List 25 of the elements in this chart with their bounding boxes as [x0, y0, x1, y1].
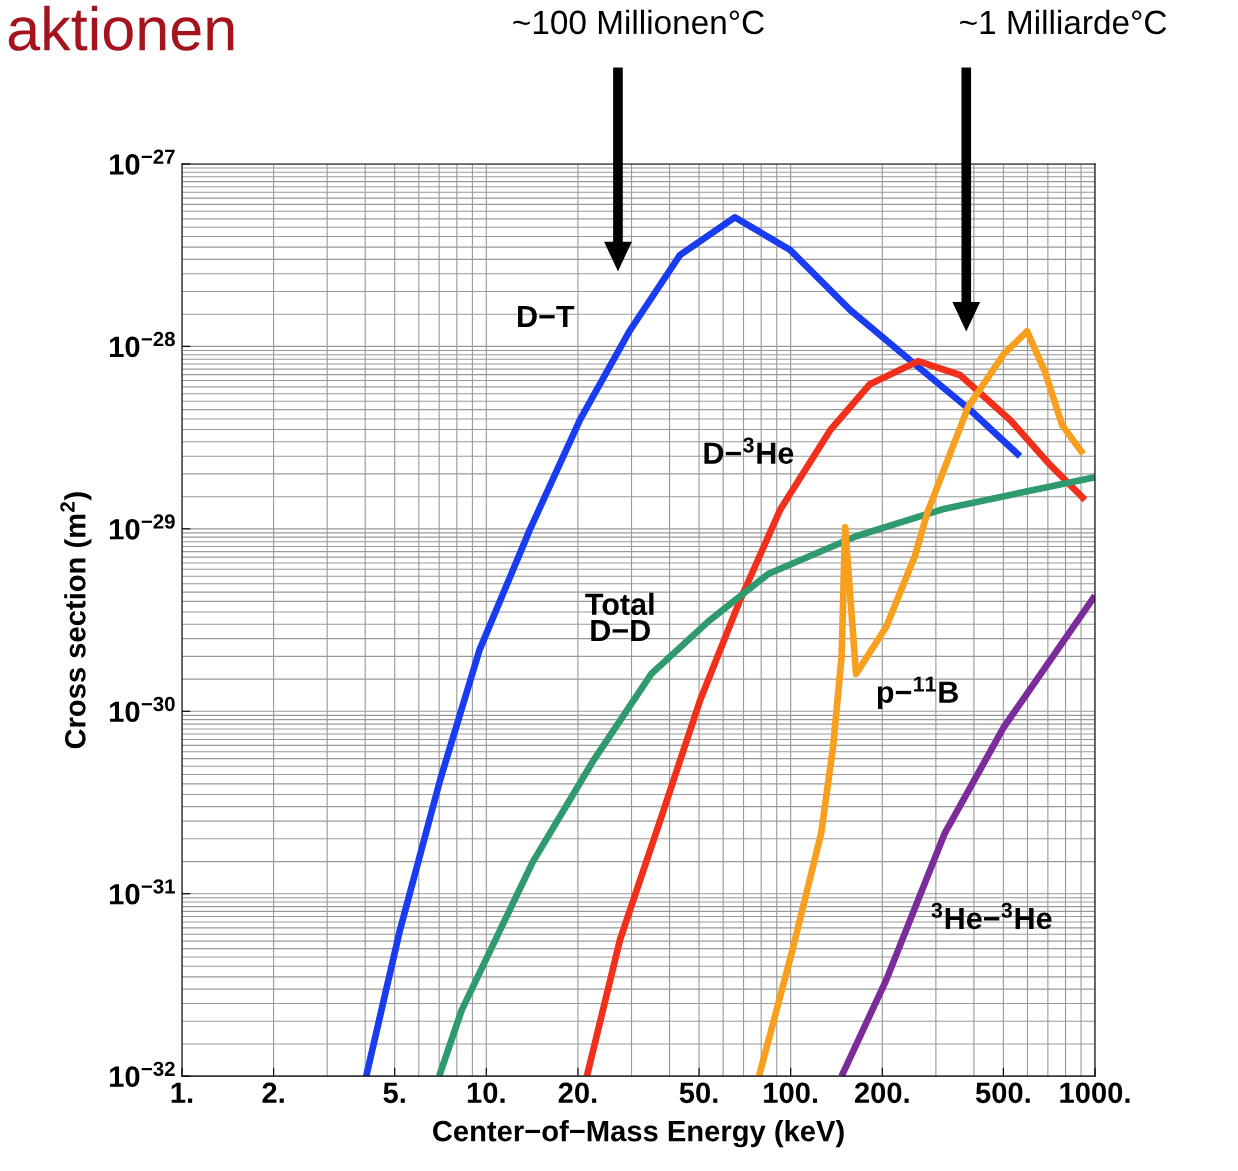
x-tick-label: 100. — [764, 1082, 818, 1104]
text: ~100 Millionen°C — [513, 9, 764, 35]
y-tick-label: 10$^{−31}$ — [110, 879, 175, 905]
y-tick-label: 10$^{−27}$ — [110, 149, 175, 175]
series-label: D−$^{3}$He — [704, 437, 794, 465]
x-axis-title: Center−of−Mass Energy (keV) — [433, 1120, 844, 1148]
text: ~1 Milliarde°C — [960, 9, 1167, 35]
series-label: $^{3}$He−$^{3}$He — [931, 902, 1052, 930]
x-tick-label: 1000. — [1060, 1082, 1130, 1104]
x-tick-label: 10. — [467, 1082, 505, 1104]
x-tick-label: 500. — [975, 1082, 1030, 1104]
y-tick-label: 10$^{−30}$ — [110, 696, 175, 723]
y-tick-label: 10$^{−29}$ — [110, 514, 175, 540]
x-tick-label: 2. — [262, 1082, 284, 1103]
x-tick-label: 200. — [854, 1082, 909, 1104]
x-tick-label: 1. — [171, 1082, 193, 1103]
x-tick-label: 20. — [558, 1082, 597, 1104]
x-tick-label: 50. — [679, 1082, 718, 1104]
y-axis-title: Cross section (m$^{2}$) — [60, 492, 92, 749]
y-tick-label: 10$^{−28}$ — [110, 331, 175, 358]
chart-title: aktionen — [8, 5, 234, 51]
series-label: p−$^{11}$B — [877, 676, 958, 710]
series-label: Total D−D — [585, 592, 654, 642]
series-label: D−T — [518, 305, 575, 327]
x-tick-label: 5. — [383, 1082, 405, 1104]
